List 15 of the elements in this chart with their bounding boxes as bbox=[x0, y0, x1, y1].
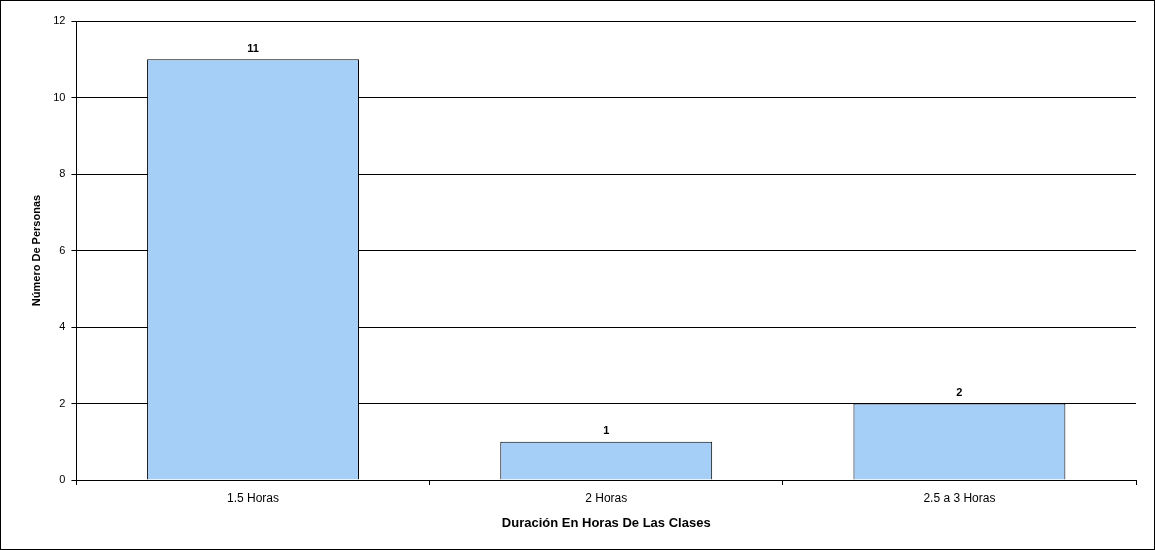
y-axis-title: Número De Personas bbox=[29, 194, 42, 307]
y-tick-label: 10 bbox=[53, 90, 66, 103]
y-tick-label: 12 bbox=[53, 14, 66, 27]
data-label: 2 bbox=[956, 386, 963, 399]
y-tick-label: 6 bbox=[59, 243, 66, 256]
y-tick-label: 8 bbox=[59, 167, 66, 180]
y-tick-label: 2 bbox=[59, 396, 66, 409]
y-tick-label: 4 bbox=[59, 320, 66, 333]
x-axis-title: Duración En Horas De Las Clases bbox=[501, 514, 711, 530]
data-label: 1 bbox=[603, 424, 610, 437]
data-label: 11 bbox=[247, 41, 259, 54]
y-tick-label: 0 bbox=[59, 473, 66, 486]
x-tick-label: 1.5 Horas bbox=[227, 490, 280, 505]
x-tick-label: 2.5 a 3 Horas bbox=[923, 490, 996, 505]
x-tick-label: 2 Horas bbox=[585, 490, 628, 505]
